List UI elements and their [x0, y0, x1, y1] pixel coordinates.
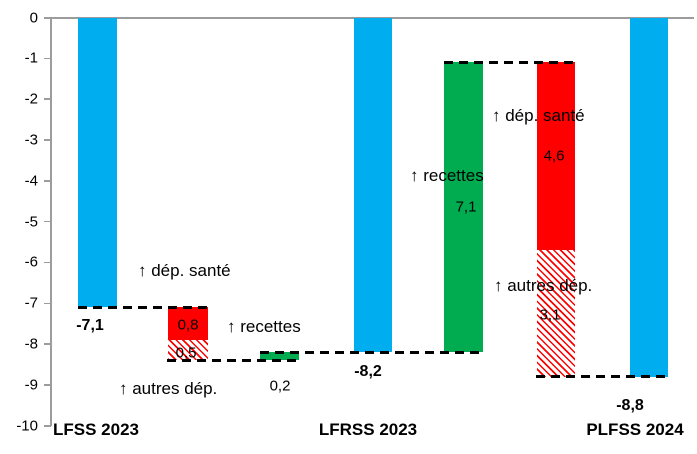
value-label: 4,6: [543, 147, 565, 165]
y-tick-label: -10: [16, 417, 38, 435]
connector-dashed-line: [444, 60, 575, 64]
y-tick-mark: [44, 57, 51, 60]
bar-recettes-step1: [260, 352, 299, 361]
connector-dashed-line: [536, 375, 668, 379]
value-label: -8,8: [616, 397, 644, 414]
connector-dashed-line: [260, 350, 483, 354]
annotation: ↑ dép. santé: [492, 106, 585, 125]
connector-dashed-line: [167, 358, 299, 362]
value-label: -8,2: [354, 363, 382, 380]
annotation: ↑ autres dép.: [494, 276, 593, 295]
y-tick-label: -8: [24, 335, 38, 353]
bar-dep-sante-step1: [168, 307, 208, 341]
y-tick-mark: [44, 384, 51, 386]
category-label: LFSS 2023: [53, 420, 139, 439]
annotation: ↑ autres dép.: [119, 379, 218, 398]
y-tick-label: -6: [24, 253, 38, 271]
y-tick-label: -4: [24, 172, 38, 190]
bar-total-lfss-2023: [78, 17, 117, 308]
bar-total-plfss-2024: [629, 17, 668, 377]
y-tick-mark: [44, 139, 51, 141]
y-tick-label: -2: [24, 90, 38, 108]
y-tick-label: -3: [24, 131, 38, 149]
y-tick-mark: [44, 302, 51, 305]
category-label: LFRSS 2023: [318, 420, 418, 439]
value-label: -7,1: [76, 317, 104, 334]
y-tick-label: -1: [24, 49, 38, 67]
category-label: PLFSS 2024: [586, 420, 684, 439]
annotation: ↑ dép. santé: [138, 261, 231, 280]
y-tick-mark: [44, 425, 51, 427]
value-label: 0,8: [177, 316, 199, 334]
y-tick-label: -5: [24, 213, 38, 231]
y-tick-mark: [44, 220, 51, 223]
y-tick-mark: [44, 16, 51, 19]
y-tick-mark: [44, 261, 51, 264]
bar-recettes-step2: [444, 62, 483, 353]
value-label: 0,2: [269, 377, 291, 395]
y-tick-mark: [44, 98, 51, 100]
y-tick-label: -9: [24, 376, 38, 394]
bar-autres-dep-step2: [536, 250, 575, 377]
bar-total-lfrss-2023: [353, 17, 392, 353]
y-tick-label: 0: [29, 9, 38, 26]
annotation: ↑ recettes: [410, 166, 484, 185]
y-tick-mark: [44, 343, 51, 345]
value-label: 3,1: [539, 306, 561, 324]
value-label: 0,5: [175, 344, 197, 362]
value-label: 7,1: [455, 198, 477, 216]
annotation: ↑ recettes: [227, 317, 301, 336]
y-tick-label: -7: [24, 294, 38, 312]
bar-dep-sante-step2: [536, 62, 575, 251]
bar-autres-dep-step1: [168, 340, 208, 361]
y-tick-mark: [44, 180, 51, 182]
connector-dashed-line: [78, 305, 209, 309]
